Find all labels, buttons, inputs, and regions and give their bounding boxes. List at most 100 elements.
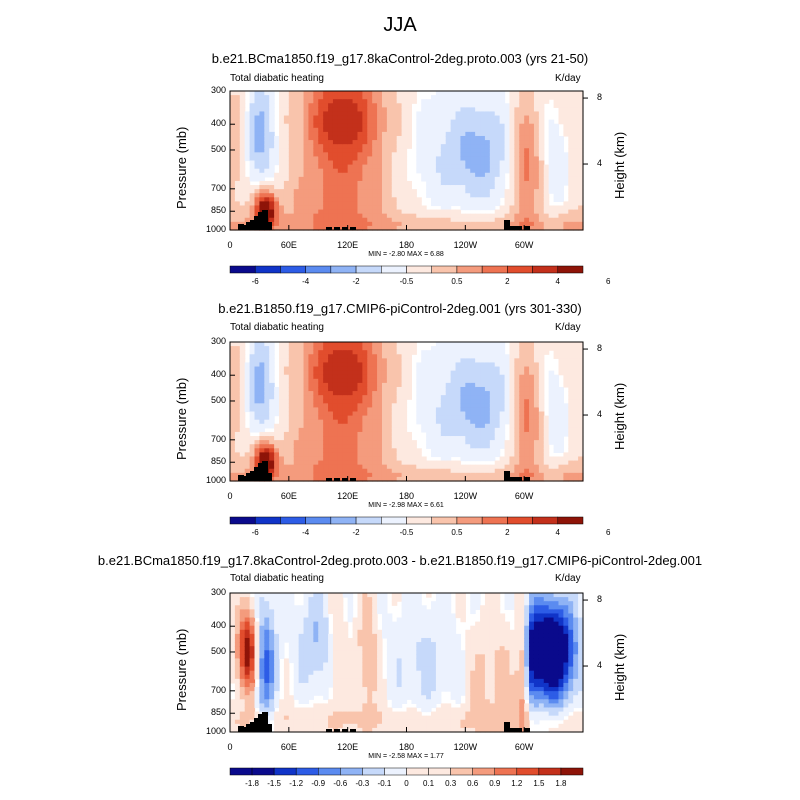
field-cell (431, 135, 437, 141)
field-cell (440, 91, 447, 96)
field-cell (254, 119, 261, 125)
field-cell (529, 168, 535, 174)
field-cell (244, 370, 251, 376)
field-cell (328, 152, 334, 158)
field-cell (494, 452, 501, 458)
field-cell (254, 168, 261, 174)
field-cell (480, 115, 486, 121)
field-cell (318, 140, 324, 145)
field-cell (249, 427, 256, 433)
field-cell (377, 391, 383, 396)
field-cell (239, 156, 246, 162)
field-cell (303, 366, 310, 372)
field-cell (553, 391, 560, 396)
field-cell (293, 185, 300, 190)
field-cell (470, 131, 476, 137)
field-cell (230, 366, 236, 372)
field-cell (274, 391, 280, 396)
field-cell (504, 103, 511, 108)
field-cell (244, 131, 251, 137)
field-cell (406, 374, 412, 380)
field-cell (406, 370, 412, 376)
field-cell (494, 176, 501, 182)
field-cell (494, 370, 501, 376)
field-cell (313, 176, 319, 182)
field-cell (313, 395, 319, 400)
field-cell (362, 378, 368, 384)
field-cell (553, 123, 560, 129)
field-cell (362, 127, 368, 133)
field-cell (450, 354, 457, 359)
field-cell (244, 625, 251, 631)
field-cell (509, 350, 515, 355)
field-cell (489, 107, 496, 113)
field-cell (254, 695, 261, 700)
field-cell (519, 468, 525, 474)
field-cell (249, 123, 256, 129)
field-cell (563, 342, 569, 347)
field-cell (455, 152, 462, 158)
field-cell (435, 427, 442, 433)
field-cell (367, 456, 373, 462)
field-cell (406, 378, 412, 384)
field-cell (332, 460, 339, 466)
field-cell (362, 205, 368, 211)
field-cell (494, 427, 501, 433)
field-cell (234, 695, 241, 700)
field-cell (269, 115, 275, 121)
field-cell (239, 358, 246, 364)
field-cell (411, 193, 417, 198)
field-cell (264, 609, 270, 615)
field-cell (460, 362, 466, 368)
field-cell (524, 472, 530, 478)
field-cell (323, 156, 329, 162)
field-cell (372, 399, 378, 404)
field-cell (509, 193, 515, 198)
field-cell (499, 382, 506, 388)
field-cell (568, 411, 574, 417)
field-cell (484, 452, 491, 458)
field-cell (254, 629, 261, 635)
field-cell (303, 205, 310, 211)
field-cell (391, 386, 398, 392)
field-cell (264, 115, 270, 121)
field-cell (440, 415, 447, 421)
field-cell (337, 460, 344, 466)
field-cell (543, 423, 550, 429)
field-cell (538, 358, 545, 364)
field-cell (318, 185, 324, 190)
field-cell (264, 456, 270, 462)
field-cell (244, 140, 251, 145)
field-cell (298, 407, 305, 413)
field-cell (254, 103, 261, 108)
field-cell (337, 415, 344, 421)
field-cell (573, 472, 579, 478)
field-cell (259, 687, 265, 692)
field-cell (489, 378, 496, 384)
field-cell (489, 99, 496, 104)
field-cell (357, 407, 363, 413)
field-cell (470, 107, 476, 113)
field-cell (465, 107, 471, 113)
field-cell (529, 156, 535, 162)
field-cell (573, 140, 579, 145)
field-cell (401, 460, 408, 466)
field-cell (538, 452, 545, 458)
field-cell (431, 411, 437, 417)
field-cell (558, 431, 564, 437)
field-cell (269, 448, 275, 453)
field-cell (303, 123, 310, 129)
field-cell (426, 225, 432, 231)
field-cell (465, 415, 471, 421)
field-cell (377, 107, 383, 113)
field-cell (357, 464, 363, 470)
field-cell (411, 456, 417, 462)
field-cell (445, 91, 452, 96)
field-cell (293, 103, 300, 108)
field-cell (578, 444, 584, 449)
field-cell (269, 431, 275, 437)
field-cell (578, 436, 584, 441)
field-cell (499, 472, 506, 478)
field-cell (323, 431, 329, 437)
field-cell (396, 354, 403, 359)
